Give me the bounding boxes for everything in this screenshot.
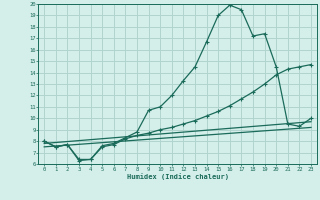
X-axis label: Humidex (Indice chaleur): Humidex (Indice chaleur) [127, 173, 228, 180]
